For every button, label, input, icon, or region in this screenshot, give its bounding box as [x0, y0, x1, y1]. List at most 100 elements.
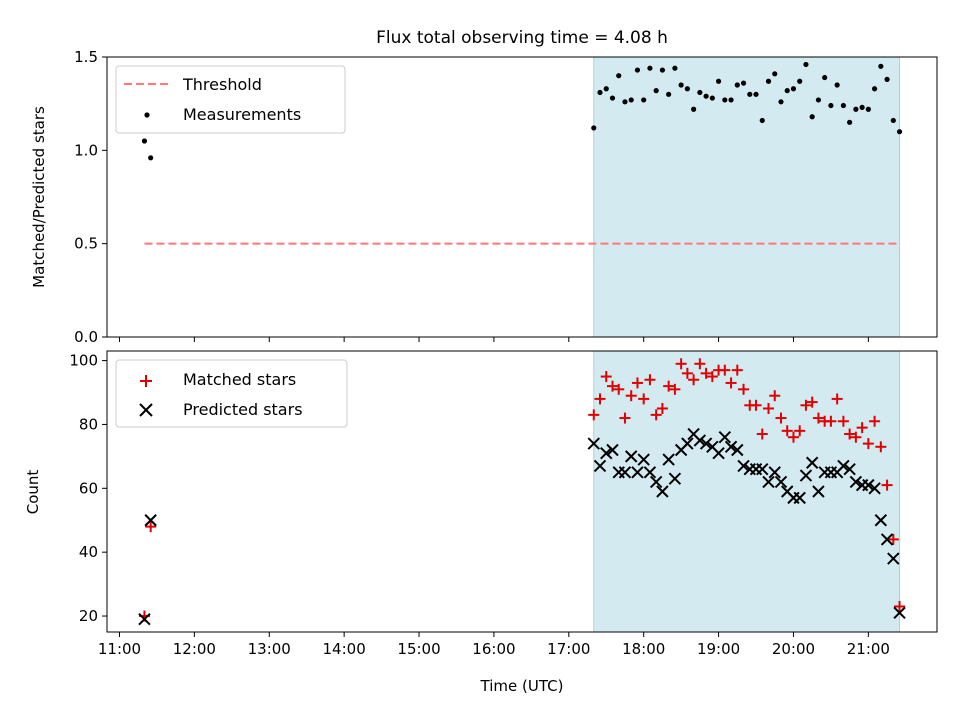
count-legend: Matched stars Predicted stars [115, 359, 348, 428]
measurement-point [759, 117, 765, 124]
matched-star-point [875, 441, 887, 453]
matched-star-point [619, 412, 631, 424]
measurement-point [753, 91, 759, 97]
predicted-star-point [793, 491, 806, 505]
matched-star-point [681, 367, 693, 379]
predicted-star-point [812, 485, 825, 498]
measurement-point [784, 88, 790, 94]
predicted-star-point [637, 453, 650, 466]
x-tick-label: 20:00 [772, 640, 815, 658]
measurement-point [765, 78, 772, 84]
predicted-star-point [668, 472, 682, 485]
predicted-star-point [799, 469, 813, 482]
matched-star-point [694, 358, 706, 370]
measurement-point [691, 106, 697, 112]
matched-star-point [756, 428, 768, 440]
ratio-legend-box [115, 65, 346, 134]
matched-star-point [812, 412, 824, 424]
ratio-shaded-region [593, 56, 901, 338]
count-shaded-region [593, 350, 901, 633]
measurement-point [772, 71, 778, 77]
x-tick-label: 21:00 [847, 640, 890, 658]
measurement-point [828, 102, 834, 109]
matched-star-point [738, 383, 750, 395]
predicted-star-point [805, 456, 819, 469]
x-tick-label: 14:00 [323, 640, 366, 658]
matched-star-point [644, 374, 656, 386]
predicted-star-point [724, 440, 738, 454]
measurement-point [678, 82, 684, 88]
predicted-star-point [868, 482, 881, 495]
matched-star-point [869, 415, 881, 427]
predicted-star-point [880, 533, 894, 546]
predicted-star-point [843, 462, 856, 476]
matched-star-point [750, 399, 762, 411]
measurement-point [790, 86, 797, 92]
measurement-point [647, 65, 653, 71]
predicted-star-point [762, 475, 775, 489]
ratio-y-tick-label: 0.0 [74, 328, 98, 346]
measurement-point [834, 82, 840, 88]
predicted-star-point [893, 606, 906, 620]
figure-title: Flux total observing time = 4.08 h [376, 28, 668, 48]
x-axis-label: Time (UTC) [480, 677, 564, 695]
predicted-star-point [768, 466, 781, 479]
count-y-tick-label: 100 [69, 352, 98, 370]
predicted-star-point [643, 466, 657, 479]
matched-star-point [663, 380, 675, 392]
measurement-point [728, 97, 734, 103]
predicted-star-point [625, 450, 638, 463]
predicted-legend-swatch [139, 403, 153, 417]
ratio-panel: 0.0 0.5 1.0 1.5 Matched/Predicted stars Thr… [30, 48, 938, 346]
measurement-point [809, 114, 815, 120]
measurement-point [896, 129, 903, 135]
predicted-star-point [138, 613, 151, 626]
x-tick-label: 13:00 [248, 640, 291, 658]
threshold-legend-label: Threshold [182, 75, 262, 94]
count-panel: 20 40 60 80 100 11:00 12:00 13:00 14:00 15:00 16:… [24, 350, 938, 695]
predicted-star-point [699, 437, 713, 450]
ratio-y-axis-label: Matched/Predicted stars [30, 106, 48, 288]
predicted-star-point [862, 478, 875, 492]
x-tick-label: 17:00 [547, 640, 590, 658]
matched-star-point [688, 374, 700, 386]
measurement-point [622, 99, 628, 105]
measurement-point [709, 95, 715, 101]
count-y-ticks: 20 40 60 80 100 [69, 352, 107, 625]
predicted-star-point [606, 443, 619, 457]
predicted-star-point [737, 459, 750, 473]
matched-star-point [769, 390, 781, 402]
matched-star-point [781, 425, 793, 437]
count-x-ticks: 11:00 12:00 13:00 14:00 15:00 16:00 17:00 18:00… [98, 632, 890, 658]
measurement-point [890, 117, 896, 124]
predicted-star-point [681, 437, 694, 450]
measurement-point [797, 78, 803, 84]
x-tick-label: 11:00 [98, 640, 141, 658]
matched-star-point [763, 402, 775, 414]
predicted-star-point [849, 475, 863, 489]
measurement-point [148, 155, 154, 161]
matched-star-point [594, 393, 606, 405]
measurement-point [597, 89, 603, 96]
measurement-point [672, 65, 678, 71]
matched-star-point [625, 390, 637, 402]
measurement-point [591, 125, 597, 131]
predicted-star-point [718, 431, 732, 444]
measurement-point [141, 138, 148, 144]
measurement-point [884, 76, 890, 82]
predicted-star-point [837, 459, 850, 473]
matched-star-point [588, 409, 600, 421]
measurement-point [815, 97, 822, 103]
measurement-point [603, 86, 609, 92]
measurement-point [634, 67, 641, 73]
measurement-point [684, 86, 690, 92]
predicted-star-point [731, 443, 744, 457]
measurement-point [715, 78, 722, 84]
ratio-y-tick-label: 1.0 [74, 141, 98, 159]
predicted-star-point [649, 475, 663, 489]
ratio-y-tick-label: 1.5 [74, 48, 98, 66]
matched-star-point [894, 600, 906, 612]
count-marks [138, 358, 906, 626]
measurement-point [641, 97, 647, 103]
matched-star-point [656, 402, 668, 414]
